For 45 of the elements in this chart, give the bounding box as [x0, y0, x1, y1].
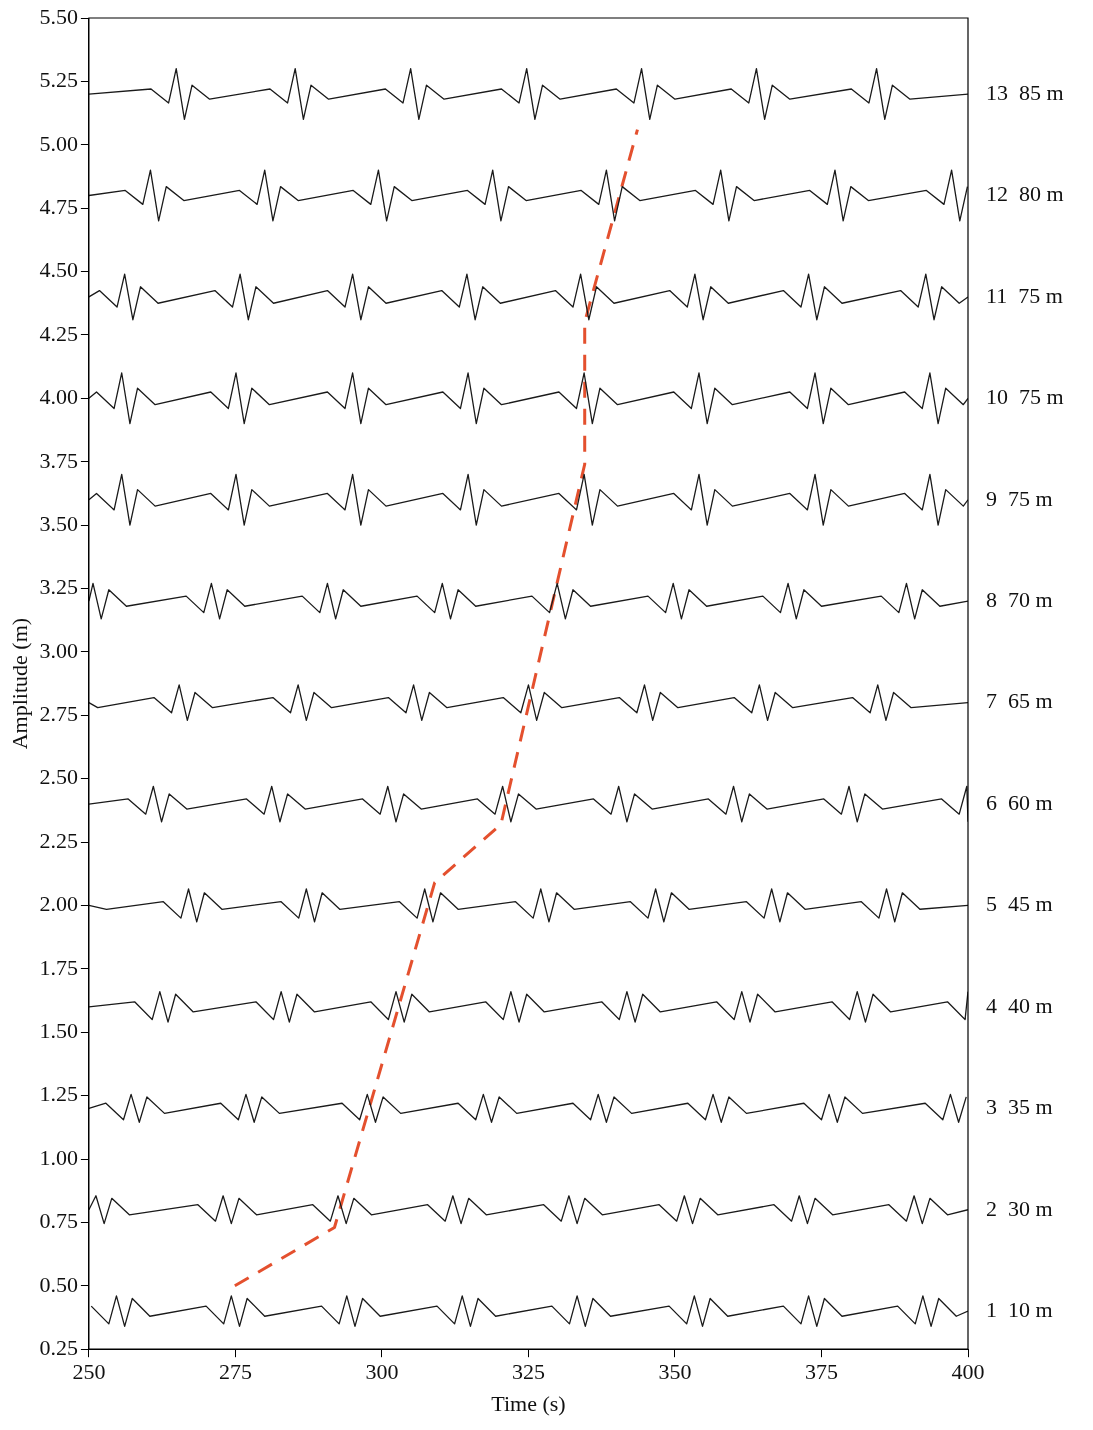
y-tick-label: 5.50 — [39, 3, 78, 29]
y-tick-label: 3.50 — [39, 510, 78, 536]
line-series — [233, 128, 639, 1288]
y-tick-label: 4.75 — [39, 193, 78, 219]
series-label: 1 10 m — [986, 1296, 1053, 1322]
series-label: 9 75 m — [986, 485, 1053, 511]
series-label: 13 85 m — [986, 79, 1064, 105]
x-tick-label: 250 — [72, 1359, 106, 1385]
x-tick-label: 300 — [365, 1359, 399, 1385]
y-tick-label: 2.00 — [39, 891, 78, 917]
x-tick-label: 325 — [511, 1359, 545, 1385]
y-tick-label: 0.25 — [39, 1334, 78, 1360]
x-axis-title: Time (s) — [491, 1390, 566, 1416]
series-label: 6 60 m — [986, 789, 1053, 815]
y-tick-label: 1.50 — [39, 1018, 78, 1044]
y-tick-label: 3.75 — [39, 447, 78, 473]
series-label: 7 65 m — [986, 688, 1053, 714]
y-tick-label: 3.00 — [39, 637, 78, 663]
y-tick-label: 0.50 — [39, 1271, 78, 1297]
y-tick-label: 3.25 — [39, 574, 78, 600]
y-tick-label: 1.75 — [39, 954, 78, 980]
series-label: 12 80 m — [986, 181, 1064, 207]
y-tick-label: 4.25 — [39, 320, 78, 346]
series-label: 5 45 m — [986, 891, 1053, 917]
y-tick-label: 1.25 — [39, 1081, 78, 1107]
y-axis-title: Amplitude (m) — [6, 617, 32, 750]
x-tick-label: 350 — [658, 1359, 692, 1385]
x-tick-label: 400 — [951, 1359, 985, 1385]
series-label: 10 75 m — [986, 384, 1064, 410]
series-label: 8 70 m — [986, 586, 1053, 612]
series-label: 4 40 m — [986, 992, 1053, 1018]
series-label: 2 30 m — [986, 1195, 1053, 1221]
series-label: 3 35 m — [986, 1094, 1053, 1120]
y-tick-label: 2.75 — [39, 701, 78, 727]
x-tick-label: 275 — [218, 1359, 252, 1385]
y-tick-label: 5.00 — [39, 130, 78, 156]
y-tick-label: 2.50 — [39, 764, 78, 790]
y-tick-label: 5.25 — [39, 67, 78, 93]
y-tick-label: 4.00 — [39, 384, 78, 410]
y-tick-label: 4.50 — [39, 257, 78, 283]
x-tick-label: 375 — [804, 1359, 838, 1385]
y-tick-label: 0.75 — [39, 1208, 78, 1234]
y-tick-label: 1.00 — [39, 1144, 78, 1170]
series-label: 11 75 m — [986, 282, 1063, 308]
y-tick-label: 2.25 — [39, 827, 78, 853]
